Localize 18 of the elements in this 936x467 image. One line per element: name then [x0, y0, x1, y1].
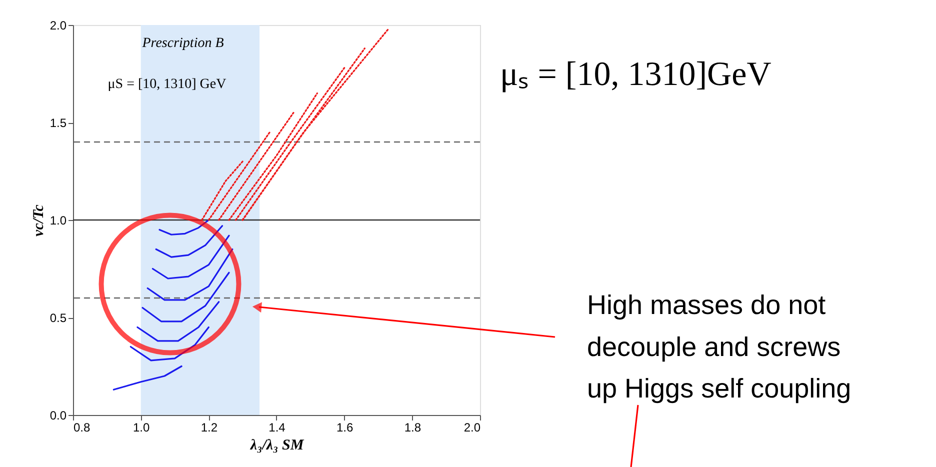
annotation: Prescription B — [141, 36, 224, 51]
y-tick-label: 0.5 — [50, 311, 67, 325]
x-axis-title: λ₃/λ₃ SM — [249, 438, 304, 454]
y-axis-title: vc/Tc — [30, 204, 47, 236]
text: High masses do not decouple and screws up Higgs self coupling — [587, 290, 852, 404]
x-tick-label: 1.4 — [268, 420, 286, 434]
x-tick-label: 1.2 — [200, 420, 218, 434]
y-tick-label: 2.0 — [50, 18, 67, 32]
y-tick-label: 1.0 — [50, 214, 67, 228]
x-tick-label: 1.0 — [132, 420, 150, 434]
text: μₛ = [10, 1310]GeV — [500, 56, 772, 93]
x-tick-label: 1.6 — [336, 420, 354, 434]
x-tick-label: 0.8 — [74, 420, 91, 434]
y-tick-label: 1.5 — [50, 116, 67, 130]
x-tick-label: 1.8 — [404, 420, 422, 434]
x-tick-label: 2.0 — [464, 420, 481, 434]
y-tick-label: 0.0 — [50, 408, 67, 422]
annotation: μS = [10, 1310] GeV — [108, 77, 226, 92]
